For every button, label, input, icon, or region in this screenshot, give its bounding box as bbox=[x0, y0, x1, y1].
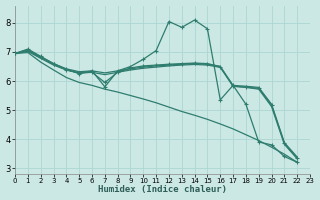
X-axis label: Humidex (Indice chaleur): Humidex (Indice chaleur) bbox=[98, 185, 227, 194]
